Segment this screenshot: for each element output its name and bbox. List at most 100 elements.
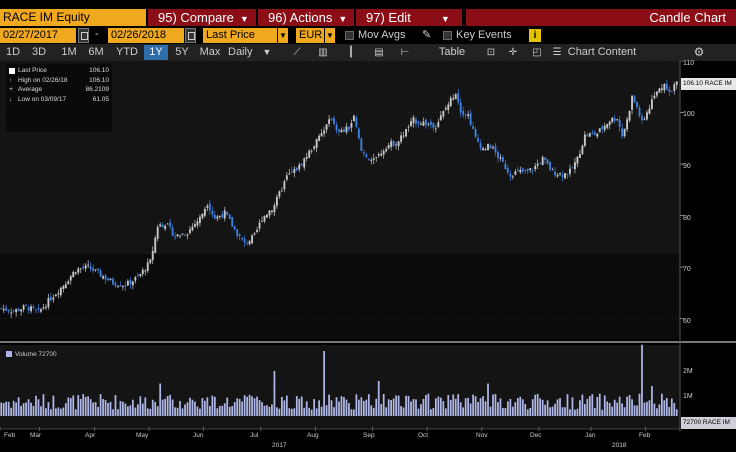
- price-tick: 80: [683, 215, 691, 222]
- volume-bar: [325, 405, 328, 416]
- candle-body: [253, 233, 256, 235]
- end-date-field[interactable]: 02/26/2018: [108, 28, 184, 43]
- volume-bar: [169, 394, 171, 416]
- edit-button[interactable]: 97) Edit ▼: [356, 9, 462, 26]
- volume-bar: [241, 401, 244, 416]
- table-button[interactable]: Table: [438, 46, 466, 58]
- bar-chart-icon[interactable]: ▥: [318, 47, 328, 58]
- candle-body: [350, 123, 353, 128]
- volume-bar: [283, 400, 286, 416]
- date-separator: -: [95, 28, 99, 40]
- volume-bar: [504, 407, 507, 416]
- range-ytd[interactable]: YTD: [116, 46, 138, 58]
- volume-bar: [579, 400, 581, 416]
- line-chart-icon[interactable]: ⟋: [293, 47, 301, 58]
- price-field-select[interactable]: Last Price: [203, 28, 277, 43]
- year-label: 2018: [612, 442, 627, 449]
- volume-bar: [641, 344, 643, 416]
- volume-bar: [340, 396, 343, 416]
- price-tick: 70: [683, 266, 691, 273]
- candle-body: [139, 274, 142, 276]
- volume-bar: [127, 406, 129, 416]
- volume-bar: [206, 397, 209, 416]
- volume-bar: [673, 402, 676, 416]
- currency-select[interactable]: EUR: [296, 28, 324, 43]
- chart-content-button[interactable]: Chart Content: [567, 46, 637, 58]
- range-max[interactable]: Max: [199, 46, 221, 58]
- price-tick: 60: [683, 318, 691, 325]
- volume-bar: [290, 408, 293, 416]
- start-date-field[interactable]: 02/27/2017: [0, 28, 76, 43]
- volume-bar: [256, 396, 258, 416]
- volume-bar: [534, 394, 537, 416]
- candle-body: [315, 139, 318, 148]
- pencil-icon[interactable]: ✎: [422, 29, 432, 41]
- calendar-icon[interactable]: [185, 28, 196, 43]
- candle-body: [444, 107, 447, 110]
- mov-avgs-checkbox[interactable]: [345, 31, 354, 40]
- annotation-icon[interactable]: ⊢: [400, 47, 410, 58]
- candle-body: [509, 173, 512, 177]
- range-5y[interactable]: 5Y: [175, 46, 189, 58]
- candle-body: [526, 169, 529, 171]
- chevron-down-icon[interactable]: ▼: [324, 28, 335, 43]
- volume-bar: [656, 408, 658, 416]
- volume-bar: [333, 407, 335, 416]
- volume-bar: [246, 396, 248, 416]
- volume-bar: [571, 397, 574, 416]
- security-field[interactable]: RACE IM Equity: [0, 9, 146, 26]
- volume-bar: [323, 351, 325, 416]
- volume-bar: [472, 394, 474, 416]
- volume-bar: [487, 383, 489, 416]
- candle-chart[interactable]: [0, 60, 736, 452]
- candle-icon[interactable]: ┃: [347, 47, 355, 58]
- volume-bar: [166, 396, 169, 416]
- key-events-label: Key Events: [456, 29, 512, 41]
- candle-body: [208, 203, 211, 211]
- range-1y[interactable]: 1Y: [144, 45, 168, 60]
- volume-bar: [47, 402, 50, 416]
- frequency-select[interactable]: Daily: [228, 46, 253, 58]
- volume-bar: [556, 399, 559, 416]
- chevron-down-icon[interactable]: ▼: [262, 47, 272, 57]
- range-3d[interactable]: 3D: [31, 46, 47, 58]
- range-1m[interactable]: 1M: [61, 46, 77, 58]
- volume-bar: [10, 407, 13, 416]
- candle-body: [141, 269, 144, 274]
- volume-bar: [94, 402, 97, 416]
- crosshair-icon[interactable]: ✛: [508, 47, 518, 58]
- volume-bar: [12, 400, 15, 416]
- actions-button[interactable]: 96) Actions ▼: [258, 9, 354, 26]
- range-6m[interactable]: 6M: [88, 46, 104, 58]
- list-icon[interactable]: ☰: [552, 47, 562, 58]
- candle-body: [313, 146, 316, 149]
- chevron-down-icon[interactable]: ▼: [277, 28, 288, 43]
- candle-body: [226, 211, 229, 216]
- legend-last-label: Last Price: [9, 66, 47, 76]
- volume-bar: [596, 396, 599, 416]
- candle-body: [256, 229, 258, 232]
- shape-icon[interactable]: ◰: [532, 47, 542, 58]
- volume-bar: [196, 406, 199, 416]
- info-icon[interactable]: i: [529, 29, 541, 42]
- column-icon[interactable]: ▤: [374, 47, 384, 58]
- zoom-icon[interactable]: ⊡: [486, 47, 496, 58]
- volume-bar: [551, 406, 554, 416]
- candle-body: [474, 129, 477, 137]
- compare-button[interactable]: 95) Compare ▼: [148, 9, 256, 26]
- volume-bar: [593, 407, 596, 416]
- last-price-tag: 106.10 RACE IM: [681, 78, 736, 90]
- volume-bar: [164, 398, 167, 416]
- candle-body: [271, 210, 273, 212]
- calendar-icon[interactable]: [78, 28, 89, 43]
- range-1d[interactable]: 1D: [5, 46, 21, 58]
- volume-bar: [370, 405, 373, 416]
- candle-body: [613, 118, 616, 121]
- volume-bar: [223, 403, 226, 416]
- volume-bar: [243, 395, 246, 416]
- candle-body: [288, 173, 291, 175]
- gear-icon[interactable]: ⚙: [693, 45, 705, 59]
- key-events-checkbox[interactable]: [443, 31, 452, 40]
- volume-bar: [159, 383, 162, 416]
- volume-bar: [179, 401, 181, 416]
